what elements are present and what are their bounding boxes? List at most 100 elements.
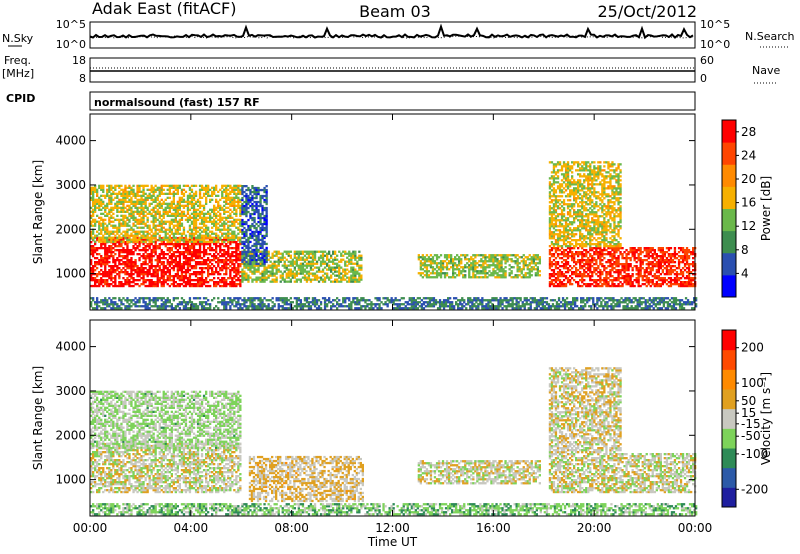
heatmap-cell [118, 271, 121, 274]
noise-panel: N.Sky 10^5 10^0 10^5 10^0 N.Search [2, 18, 795, 51]
heatmap-cell [334, 262, 337, 265]
heatmap-cell [474, 260, 477, 263]
heatmap-cell [247, 268, 250, 271]
heatmap-cell [257, 256, 260, 260]
heatmap-cell [92, 196, 95, 199]
heatmap-cell [116, 241, 119, 244]
heatmap-cell [176, 184, 179, 187]
heatmap-cell [231, 216, 234, 219]
heatmap-cell [136, 220, 139, 223]
heatmap-cell [182, 210, 186, 213]
heatmap-cell [164, 243, 167, 246]
heatmap-cell [186, 271, 190, 274]
heatmap-cell [257, 232, 260, 236]
heatmap-cell [456, 258, 459, 261]
heatmap-cell [196, 204, 200, 207]
heatmap-cell [229, 208, 232, 211]
heatmap-cell [621, 275, 624, 278]
heatmap-cell [229, 269, 232, 272]
heatmap-cell [94, 281, 97, 284]
heatmap-cell [651, 255, 654, 258]
heatmap-cell [663, 267, 666, 270]
heatmap-cell [673, 261, 677, 264]
heatmap-cell [221, 186, 224, 189]
heatmap-cell [243, 236, 246, 240]
heatmap-cell [215, 284, 218, 288]
heatmap-cell [425, 260, 429, 263]
heatmap-cell [251, 196, 254, 200]
heatmap-cell [669, 283, 673, 286]
heatmap-cell [486, 276, 489, 279]
heatmap-cell [154, 241, 157, 244]
heatmap-cell [259, 230, 262, 234]
heatmap-cell [194, 275, 198, 278]
heatmap-cell [227, 196, 230, 199]
heatmap-cell [142, 200, 145, 203]
heatmap-cell [577, 255, 580, 258]
heatmap-cell [344, 262, 347, 265]
heatmap-cell [168, 279, 171, 282]
heatmap-cell [194, 200, 198, 203]
cpid-text: normalsound (fast) 157 RF [94, 96, 260, 109]
heatmap-cell [579, 259, 582, 262]
heatmap-cell [227, 238, 230, 241]
heatmap-cell [158, 245, 161, 248]
heatmap-cell [649, 271, 652, 274]
heatmap-cell [265, 266, 268, 269]
heatmap-cell [603, 281, 606, 284]
heatmap-cell [178, 184, 181, 187]
heatmap-cell [261, 272, 264, 275]
heatmap-cell [564, 265, 568, 268]
heatmap-cell [526, 258, 529, 261]
heatmap-cell [625, 275, 628, 278]
heatmap-cell [599, 284, 602, 288]
heatmap-cell [344, 268, 347, 271]
heatmap-cell [237, 186, 240, 189]
heatmap-cell [263, 272, 266, 275]
heatmap-cell [192, 232, 196, 235]
heatmap-cell [458, 262, 461, 265]
heatmap-cell [609, 265, 612, 268]
heatmap-cell [330, 270, 333, 273]
heatmap-cell [490, 256, 493, 259]
heatmap-cell [104, 206, 107, 209]
heatmap-cell [326, 262, 329, 265]
heatmap-cell [601, 273, 604, 276]
heatmap-cell [164, 184, 167, 187]
heatmap-cell [350, 258, 353, 261]
heatmap-cell [110, 267, 113, 270]
heatmap-cell [277, 252, 280, 255]
heatmap-cell [661, 253, 664, 256]
heatmap-cell [261, 270, 264, 273]
heatmap-cell [285, 280, 288, 283]
heatmap-cell [344, 274, 347, 277]
heatmap-cell [217, 259, 220, 262]
heatmap-cell [255, 188, 258, 192]
heatmap-cell [358, 250, 361, 253]
heatmap-cell [273, 280, 276, 283]
heatmap-cell [120, 206, 123, 209]
heatmap-cell [142, 190, 145, 193]
heatmap-cell [92, 271, 95, 274]
heatmap-cell [558, 284, 562, 288]
heatmap-cell [114, 188, 117, 191]
heatmap-cell [681, 281, 685, 284]
heatmap-cell [231, 202, 234, 205]
heatmap-cell [661, 269, 664, 272]
heatmap-cell [522, 262, 525, 265]
heatmap-cell [518, 268, 521, 271]
heatmap-cell [188, 239, 192, 242]
heatmap-cell [344, 272, 347, 275]
heatmap-cell [213, 224, 216, 227]
heatmap-cell [225, 257, 228, 260]
heatmap-cell [110, 253, 113, 256]
heatmap-cell [154, 218, 157, 221]
heatmap-cell [556, 249, 560, 252]
heatmap-cell [239, 236, 242, 239]
heatmap-cell [94, 202, 97, 205]
heatmap-cell [112, 281, 115, 284]
heatmap-cell [319, 256, 323, 259]
heatmap-cell [591, 275, 594, 278]
heatmap-cell [98, 196, 101, 199]
heatmap-cell [309, 256, 313, 259]
